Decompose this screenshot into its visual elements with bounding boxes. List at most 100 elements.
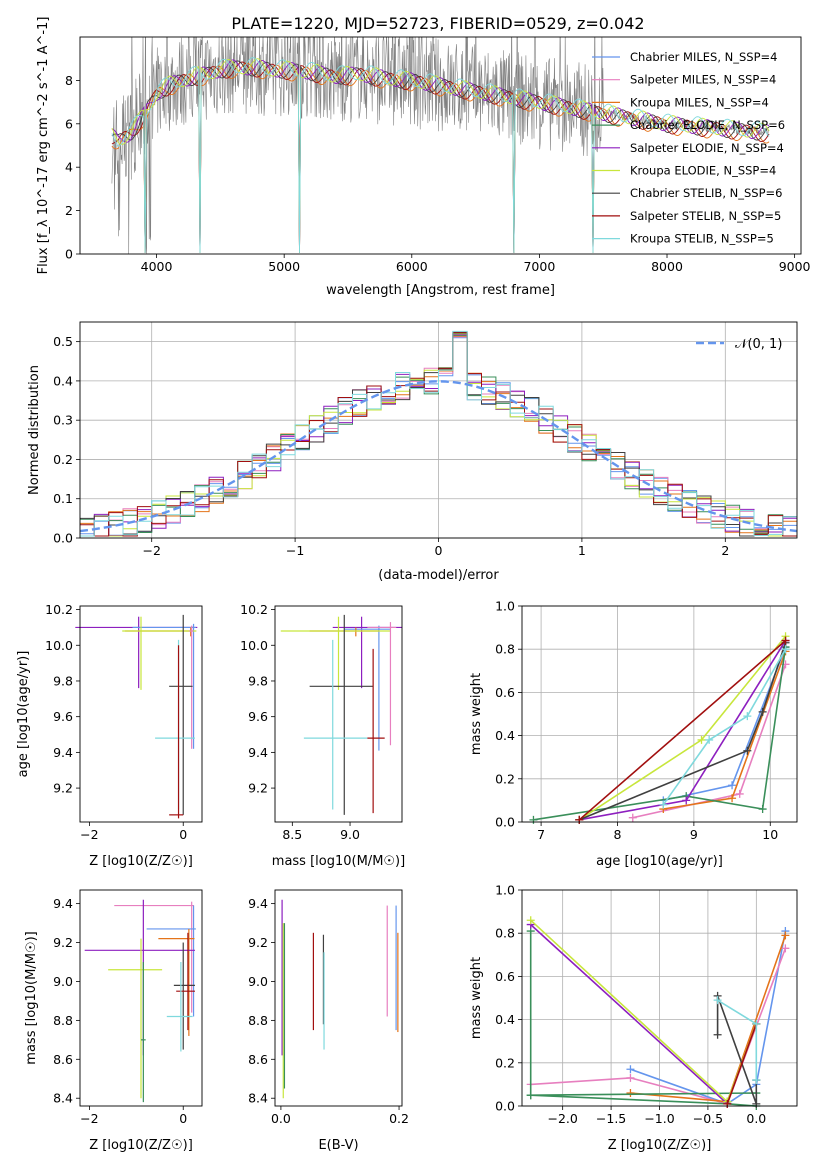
x-tick-label: 0.2	[389, 1111, 409, 1126]
y-tick-label: 0.0	[495, 815, 515, 830]
x-tick-label: 0.0	[746, 1111, 766, 1126]
x-tick-label: 4000	[141, 259, 173, 274]
mass-weight-point	[743, 712, 752, 721]
mass-vs-EBV-axes: 0.0 0.2 8.4 8.6 8.8 9.0 9.2 9.4	[248, 896, 409, 1126]
x-tick-label: −2	[80, 827, 98, 842]
mass-weight-point	[758, 707, 767, 716]
y-tick-label: 0.6	[495, 685, 515, 700]
y-tick-label: 10.2	[240, 602, 268, 617]
mass-vs-Z-errorbars	[84, 899, 196, 1103]
axes-frame	[274, 605, 403, 823]
mass-weight-point	[752, 1019, 761, 1028]
mass-weight-point	[752, 1099, 761, 1108]
y-tick-label: 0.1	[53, 491, 73, 506]
y-tick-label: 0.4	[495, 1012, 515, 1027]
y-tick-label: 0.3	[53, 413, 73, 428]
mass-weight-point	[728, 794, 737, 803]
massweight-vs-age-series	[529, 632, 790, 824]
y-tick-label: 4	[65, 160, 73, 175]
mass-weight-point	[682, 796, 691, 805]
y-tick-label: 2	[65, 203, 73, 218]
massweight-vs-Z-axes: −2.0 −1.5 −1.0 −0.5 0.0 0.0 0.2 0.4 0.6 0.8 1.0	[495, 883, 797, 1126]
y-tick-label: 9.2	[53, 781, 73, 796]
mass-weight-point	[781, 931, 790, 940]
x-axis-label: Z [log10(Z/Z☉)]	[89, 1138, 193, 1153]
massweight-vs-Z-series	[526, 916, 790, 1110]
axes-frame	[79, 36, 802, 255]
x-axis-label: E(B-V)	[318, 1138, 358, 1153]
residual-histogram	[80, 330, 797, 537]
legend-label: Salpeter STELIB, N_SSP=5	[630, 209, 781, 223]
y-tick-label: 1.0	[495, 599, 515, 614]
mass-weight-line	[530, 924, 728, 1105]
legend-label: Kroupa ELODIE, N_SSP=4	[630, 164, 776, 178]
mass-vs-Z-axes: −2 0 8.4 8.6 8.8 9.0 9.2 9.4	[53, 896, 187, 1126]
x-tick-label: 9.0	[340, 827, 360, 842]
mass-weight-line	[578, 642, 787, 821]
y-tick-label: 8.8	[53, 1013, 73, 1028]
y-axis-label: Flux [f_λ 10^-17 erg cm^-2 s^-1 A^-1]	[36, 17, 51, 275]
y-tick-label: 1.0	[495, 883, 515, 898]
y-tick-label: 9.4	[53, 896, 73, 911]
y-axis-label: Normed distribution	[27, 365, 42, 495]
age-vs-mass-axes: 8.5 9.0 9.2 9.4 9.6 9.8 10.0 10.2	[240, 602, 360, 842]
x-tick-label: 7000	[523, 259, 555, 274]
x-tick-label: 8000	[651, 259, 683, 274]
legend-label: Kroupa MILES, N_SSP=4	[630, 95, 769, 109]
mass-weight-point	[728, 781, 737, 790]
mass-weight-point	[781, 645, 790, 654]
y-tick-label: 8.6	[53, 1052, 73, 1067]
x-tick-label: −1.0	[644, 1111, 674, 1126]
y-tick-label: 0.0	[53, 531, 73, 546]
y-axis-label: mass [log10(M/M☉)]	[24, 931, 39, 1064]
y-tick-label: 9.6	[248, 709, 268, 724]
x-tick-label: 8.5	[282, 827, 302, 842]
y-tick-label: 0.6	[495, 969, 515, 984]
spectrum-lines	[111, 37, 770, 254]
legend-label: Chabrier STELIB, N_SSP=6	[630, 186, 782, 200]
y-tick-label: 9.8	[53, 673, 73, 688]
x-tick-label: 8	[614, 827, 622, 842]
model-spectrum	[111, 61, 770, 253]
y-tick-label: 10.0	[240, 638, 268, 653]
mass-weight-point	[626, 1089, 635, 1098]
mass-weight-point	[575, 815, 584, 824]
axes-frame	[274, 889, 403, 1107]
model-spectrum	[111, 62, 770, 253]
y-axis-label: mass weight	[469, 957, 484, 1039]
y-tick-label: 0.0	[495, 1099, 515, 1114]
massweight-vs-age-axes: 7 8 9 10 0.0 0.2 0.4 0.6 0.8 1.0	[495, 599, 797, 842]
x-tick-label: 2	[721, 543, 729, 558]
model-spectrum	[111, 57, 770, 253]
x-tick-label: 5000	[268, 259, 300, 274]
mass-weight-point	[752, 1076, 761, 1085]
axes-frame	[79, 889, 203, 1107]
x-axis-label: mass [log10(M/M☉)]	[272, 854, 405, 869]
y-axis-label: age [log10(age/yr)]	[16, 651, 31, 778]
mass-weight-line	[529, 931, 758, 1107]
histograms	[79, 330, 798, 537]
y-tick-label: 9.2	[248, 781, 268, 796]
mass-weight-point	[628, 813, 637, 822]
legend-label: Chabrier ELODIE, N_SSP=6	[630, 118, 785, 132]
y-tick-label: 0.2	[495, 1055, 515, 1070]
y-tick-label: 10.2	[45, 602, 73, 617]
residuals-axes: −2 −1 0 1 2 0.0 0.1 0.2 0.3 0.4 0.5	[53, 322, 797, 558]
mass-weight-line	[630, 930, 787, 1105]
y-tick-label: 6	[65, 116, 73, 131]
x-tick-label: −2	[142, 543, 160, 558]
x-axis-label: Z [log10(Z/Z☉)]	[89, 854, 193, 869]
mass-weight-line	[716, 995, 758, 1105]
mass-weight-point	[659, 800, 668, 809]
x-tick-label: 9	[690, 827, 698, 842]
x-tick-label: 1	[578, 543, 586, 558]
y-tick-label: 8.4	[53, 1091, 73, 1106]
axes-frame	[521, 605, 798, 823]
axes-frame	[521, 889, 798, 1107]
figure-title: PLATE=1220, MJD=52723, FIBERID=0529, z=0…	[231, 14, 644, 33]
x-tick-label: 0	[179, 827, 187, 842]
x-axis-label: Z [log10(Z/Z☉)]	[608, 1138, 712, 1153]
mass-weight-point	[526, 916, 535, 925]
x-tick-label: −2.0	[547, 1111, 577, 1126]
x-tick-label: 10	[762, 827, 778, 842]
